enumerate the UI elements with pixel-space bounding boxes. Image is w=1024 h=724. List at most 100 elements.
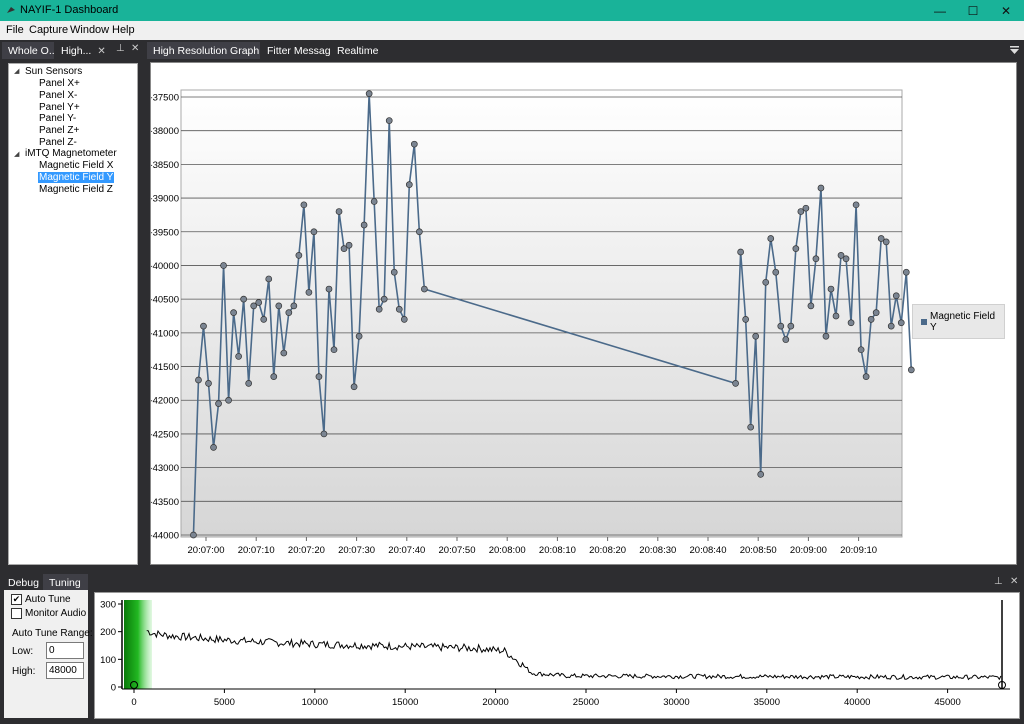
x-tick-label: 20:07:20 <box>288 545 325 556</box>
tab-realtime[interactable]: Realtime <box>331 42 378 59</box>
tree-item-panel-y-plus[interactable]: Panel Y+ <box>39 102 80 113</box>
tree-group-sun-sensors[interactable]: Sun Sensors <box>25 66 83 77</box>
data-point <box>360 221 368 229</box>
tab-fitter-messages[interactable]: Fitter Messages <box>261 42 342 59</box>
menu-window[interactable]: Window <box>70 24 110 36</box>
x-tick-label: 20:08:10 <box>539 545 576 556</box>
data-point <box>355 332 363 340</box>
data-point <box>400 316 408 323</box>
pin-icon[interactable]: ⊥ <box>116 43 125 54</box>
data-point <box>390 268 398 276</box>
tuning-panel: ✔ Auto Tune Monitor Audio Auto Tune Rang… <box>4 590 93 718</box>
data-point <box>862 373 870 380</box>
data-point <box>737 248 744 256</box>
data-point <box>767 235 775 242</box>
x-tick-label: 30000 <box>663 697 689 708</box>
tab-tuning[interactable]: Tuning <box>43 574 88 591</box>
data-point <box>892 292 900 300</box>
legend-label: Magnetic Field Y <box>929 310 996 333</box>
data-point <box>210 444 217 451</box>
y-tick-label: -39000 <box>151 194 179 205</box>
x-tick-label: 0 <box>131 697 136 708</box>
low-input[interactable] <box>46 642 84 659</box>
close-icon[interactable]: ✕ <box>97 46 106 57</box>
tree-group-imtq-magnetometer[interactable]: iMTQ Magnetometer <box>25 148 117 159</box>
data-point <box>225 396 232 404</box>
low-label: Low: <box>12 646 34 657</box>
x-tick-label: 20:08:00 <box>489 545 526 556</box>
expand-icon[interactable]: ◢ <box>14 151 20 158</box>
tab-menu-icon[interactable] <box>1010 46 1019 54</box>
x-tick-label: 40000 <box>844 697 870 708</box>
high-input[interactable] <box>46 662 84 679</box>
data-point <box>230 309 237 316</box>
high-label: High: <box>12 666 36 677</box>
tab-label: Realtime <box>337 45 379 57</box>
tab-label: High... <box>61 45 92 57</box>
tab-debug[interactable]: Debug <box>2 574 42 591</box>
y-tick-label: 0 <box>111 683 116 694</box>
auto-tune-checkbox[interactable]: ✔ <box>11 594 22 605</box>
tree-item-panel-z-plus[interactable]: Panel Z+ <box>39 125 80 136</box>
data-point <box>772 268 780 276</box>
tree-item-magnetic-field-z[interactable]: Magnetic Field Z <box>39 184 113 195</box>
data-point <box>797 208 805 215</box>
tree-item-panel-x-minus[interactable]: Panel X- <box>39 90 78 101</box>
x-tick-label: 10000 <box>302 697 328 708</box>
app-icon <box>7 7 15 13</box>
data-point <box>852 201 860 209</box>
close-button[interactable]: ✕ <box>1000 3 1012 18</box>
data-point <box>280 349 288 357</box>
tab-whole-orbit[interactable]: Whole O... <box>2 42 58 59</box>
y-tick-label: -37500 <box>151 93 179 104</box>
x-tick-label: 15000 <box>392 697 418 708</box>
menu-help[interactable]: Help <box>112 24 135 36</box>
monitor-audio-checkbox[interactable] <box>11 608 22 619</box>
tree-item-panel-y-minus[interactable]: Panel Y- <box>39 113 77 124</box>
chart-legend: Magnetic Field Y <box>912 304 1005 339</box>
tab-high-resolution-graph[interactable]: High Resolution Graph✕ <box>147 42 274 59</box>
x-tick-label: 20:09:00 <box>790 545 827 556</box>
maximize-button[interactable]: ☐ <box>967 3 979 18</box>
tab-label: Fitter Messages <box>267 45 342 57</box>
data-point <box>782 336 790 343</box>
data-point <box>275 302 283 310</box>
high-marker-handle[interactable] <box>998 681 1006 689</box>
data-point <box>370 198 378 205</box>
tree-item-panel-z-minus[interactable]: Panel Z- <box>39 137 77 148</box>
window-title: NAYIF-1 Dashboard <box>20 4 119 16</box>
expand-icon[interactable]: ◢ <box>14 68 20 75</box>
menu-file[interactable]: File <box>6 24 24 36</box>
data-point <box>792 245 800 252</box>
y-tick-label: -42500 <box>151 429 179 440</box>
tab-high[interactable]: High... ✕ <box>55 42 106 59</box>
data-point <box>190 531 197 539</box>
minimize-button[interactable]: — <box>934 3 946 18</box>
data-point <box>200 322 207 330</box>
low-range-band <box>124 600 152 689</box>
tree-item-magnetic-field-x[interactable]: Magnetic Field X <box>39 160 114 171</box>
menu-capture[interactable]: Capture <box>29 24 69 36</box>
tree-item-magnetic-field-y[interactable]: Magnetic Field Y <box>38 172 115 183</box>
data-point <box>827 285 835 293</box>
data-point <box>295 252 303 259</box>
pin-icon[interactable]: ⊥ <box>994 576 1003 587</box>
close-icon[interactable]: ✕ <box>131 43 140 54</box>
tree-item-panel-x-plus[interactable]: Panel X+ <box>39 78 80 89</box>
data-point <box>290 302 298 310</box>
y-tick-label: -43500 <box>151 497 179 508</box>
x-tick-label: 20:07:50 <box>439 545 476 556</box>
low-marker-handle[interactable] <box>130 681 138 689</box>
y-tick-label: -39500 <box>151 227 179 238</box>
data-point <box>255 299 263 306</box>
data-point <box>395 305 403 313</box>
data-point <box>375 305 383 313</box>
close-icon[interactable]: ✕ <box>1010 576 1019 587</box>
x-tick-label: 20:07:00 <box>188 545 225 556</box>
x-tick-label: 35000 <box>754 697 780 708</box>
data-point <box>907 366 915 374</box>
data-point <box>235 353 242 360</box>
data-point <box>416 228 423 236</box>
data-point <box>260 316 268 323</box>
data-point <box>817 184 825 192</box>
